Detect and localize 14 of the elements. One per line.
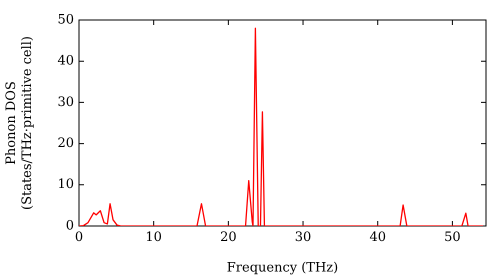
x-tick-label: 20 bbox=[220, 230, 237, 246]
y-tick-label: 20 bbox=[57, 136, 74, 151]
x-tick-label: 50 bbox=[444, 230, 461, 246]
x-tick-label: 0 bbox=[74, 230, 84, 246]
x-tick-label: 30 bbox=[294, 230, 312, 246]
x-tick-label: 40 bbox=[369, 230, 386, 246]
y-axis-title: Phonon DOS (States/THz·primitive cell) bbox=[4, 36, 35, 210]
y-tick-label: 0 bbox=[66, 218, 74, 234]
x-axis-title: Frequency (THz) bbox=[226, 260, 338, 276]
x-tick-label: 10 bbox=[145, 230, 162, 246]
y-tick-label: 40 bbox=[57, 54, 74, 69]
y-tick-label: 50 bbox=[57, 12, 74, 28]
y-tick-label: 30 bbox=[57, 94, 74, 110]
y-tick-label: 10 bbox=[57, 177, 74, 192]
